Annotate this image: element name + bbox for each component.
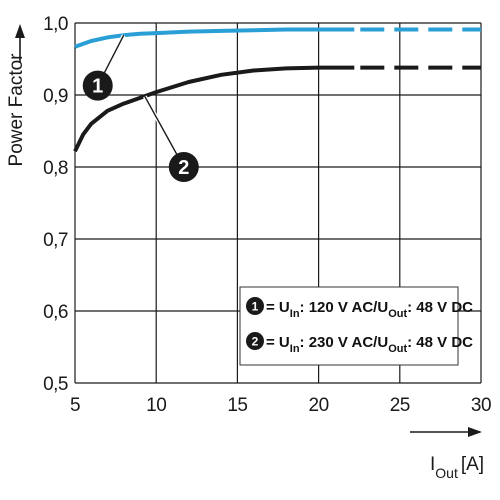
series-layer bbox=[73, 27, 481, 153]
callout-1-badge-label: 1 bbox=[92, 76, 103, 98]
legend-badge-1 bbox=[246, 297, 264, 315]
legend-entry-2: 2 = UIn: 230 V AC/UOut: 48 V DC bbox=[246, 332, 473, 355]
series-1-line bbox=[74, 27, 355, 49]
axes: 5 10 15 20 25 30 0,5 0,6 0,7 0,8 0,9 1,0 bbox=[43, 14, 491, 416]
legend-entry-1-text: = UIn: 120 V AC/UOut: 48 V DC bbox=[266, 299, 473, 320]
x-tick-label: 5 bbox=[70, 395, 80, 416]
callouts: 12 bbox=[82, 34, 199, 182]
legend-entry-1: 1 = UIn: 120 V AC/UOut: 48 V DC bbox=[246, 297, 473, 320]
x-tick-label: 30 bbox=[471, 395, 491, 416]
y-tick-label: 0,5 bbox=[43, 374, 68, 395]
y-axis-label: Power Factor bbox=[6, 53, 27, 167]
x-tick-label: 10 bbox=[146, 395, 166, 416]
legend-badge-1-label: 1 bbox=[252, 300, 259, 314]
legend-entry-2-text: = UIn: 230 V AC/UOut: 48 V DC bbox=[266, 334, 473, 355]
callout-1-badge bbox=[82, 70, 113, 101]
x-tick-label: 20 bbox=[309, 395, 329, 416]
legend-badge-2 bbox=[246, 332, 264, 350]
x-tick-label: 15 bbox=[227, 395, 247, 416]
x-tick-label: 25 bbox=[390, 395, 410, 416]
y-tick-label: 0,7 bbox=[43, 230, 68, 251]
callout-2-badge-label: 2 bbox=[178, 157, 189, 179]
y-tick-label: 1,0 bbox=[43, 14, 68, 35]
x-axis-arrow bbox=[410, 427, 482, 437]
series-2-line bbox=[73, 65, 355, 153]
callout-2-badge bbox=[168, 152, 199, 182]
y-tick-label: 0,8 bbox=[43, 158, 68, 179]
legend-box bbox=[239, 286, 459, 366]
y-tick-label: 0,6 bbox=[43, 302, 68, 323]
legend-badge-2-label: 2 bbox=[252, 335, 259, 349]
y-tick-label: 0,9 bbox=[43, 86, 68, 107]
legend: 1 = UIn: 120 V AC/UOut: 48 V DC 2 = UIn:… bbox=[239, 286, 473, 366]
x-axis-label: IOut [A] bbox=[430, 454, 484, 481]
y-axis-arrow bbox=[15, 24, 25, 62]
